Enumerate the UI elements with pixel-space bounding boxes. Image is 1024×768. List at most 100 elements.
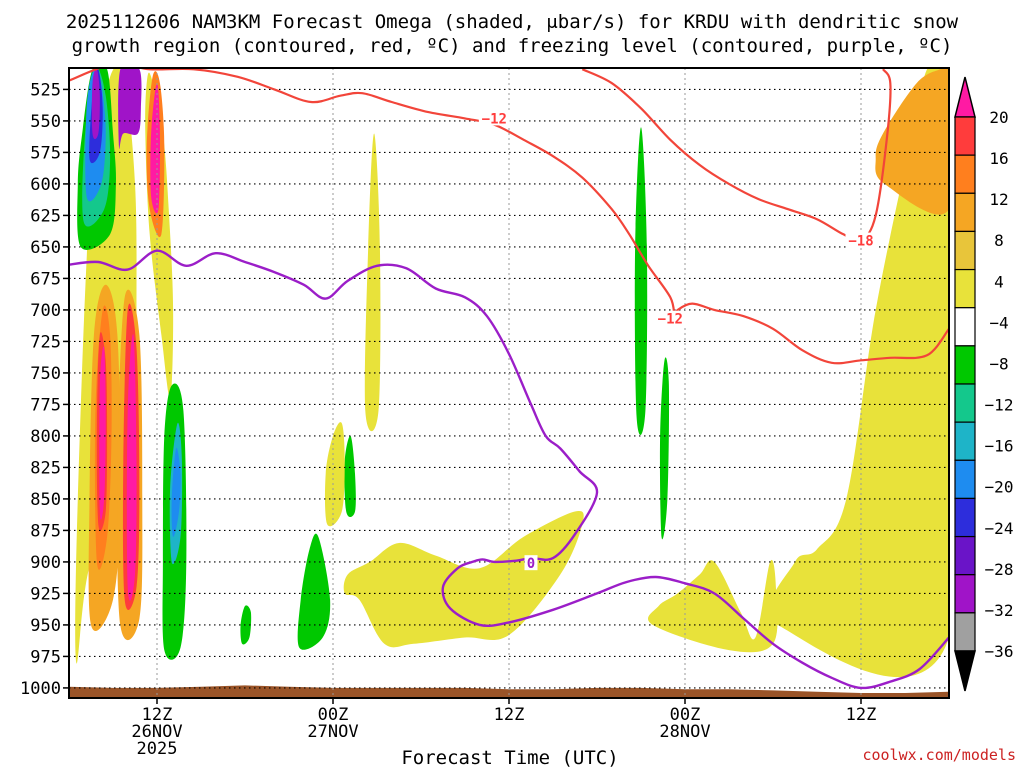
colorbar-segment-5	[954, 307, 976, 347]
colorbar-segment-11	[954, 535, 976, 576]
x-tick-label-6-2: 2025	[137, 739, 178, 759]
contour-label-2: −18	[848, 234, 873, 250]
y-tick-label-900: 900	[30, 553, 61, 573]
contour-label-bg-2	[845, 232, 877, 248]
y-tick-label-575: 575	[30, 143, 61, 163]
colorbar-label-6: −8	[989, 354, 1008, 373]
contour-label-0: −12	[482, 111, 507, 127]
colorbar-label-7: −12	[985, 396, 1014, 415]
colorbar-label-12: −32	[985, 601, 1014, 620]
omega-region-21	[297, 533, 331, 650]
y-tick-label-800: 800	[30, 427, 61, 447]
colorbar-label-0: 20	[989, 108, 1008, 127]
colorbar-segment-12	[954, 574, 976, 614]
x-axis-title: Forecast Time (UTC)	[401, 747, 618, 768]
y-tick-label-700: 700	[30, 301, 61, 321]
contour-label-layer: −12 −12 −18 0	[478, 110, 877, 572]
colorbar-segment-1	[954, 154, 976, 194]
chart-title-line2: growth region (contoured, red, ºC) and f…	[72, 35, 953, 57]
colorbar-segment-7	[954, 383, 976, 423]
omega-region-10	[150, 83, 161, 214]
colorbar-segment-0	[954, 116, 976, 156]
omega-region-24	[659, 357, 670, 540]
colorbar-top-arrow	[954, 76, 976, 118]
omega-region-25	[240, 605, 252, 645]
colorbar-label-9: −20	[985, 478, 1014, 497]
freezing-level-contour	[69, 249, 949, 690]
colorbar-bottom-arrow	[954, 650, 976, 692]
y-tick-label-750: 750	[30, 364, 61, 384]
omega-region-26	[343, 510, 584, 648]
y-tick-label-550: 550	[30, 112, 61, 132]
colorbar-segment-9	[954, 459, 976, 500]
y-tick-label-825: 825	[30, 458, 61, 478]
grid-layer	[69, 68, 949, 698]
colorbar: 20 16 12 8 4 −4 −8 −12 −16 −20 −24 −28 −32 −36	[954, 76, 1014, 692]
x-tick-label-18-1: 27NOV	[307, 722, 358, 742]
omega-region-20	[171, 447, 181, 537]
contour-layer	[69, 68, 949, 690]
colorbar-segment-3	[954, 230, 976, 271]
colorbar-segment-10	[954, 497, 976, 538]
colorbar-segment-8	[954, 421, 976, 461]
y-tick-label-850: 850	[30, 490, 61, 510]
y-tick-label-975: 975	[30, 647, 61, 667]
dgz-contour-minus12	[69, 68, 949, 365]
credit-text: coolwx.com/models	[862, 746, 1016, 764]
y-tick-label-725: 725	[30, 332, 61, 352]
surface-terrain	[69, 685, 949, 698]
colorbar-segment-2	[954, 192, 976, 233]
omega-region-28	[324, 422, 345, 527]
colorbar-segment-13	[954, 612, 976, 652]
y-tick-label-950: 950	[30, 616, 61, 636]
colorbar-segment-6	[954, 345, 976, 385]
omega-region-31	[875, 68, 949, 215]
contour-label-bg-0	[478, 110, 510, 126]
omega-region-30	[768, 68, 949, 677]
y-tick-label-600: 600	[30, 175, 61, 195]
colorbar-label-10: −24	[985, 519, 1014, 538]
colorbar-label-8: −16	[985, 437, 1014, 456]
x-tick-label-54-0: 12Z	[846, 705, 877, 725]
y-tick-label-650: 650	[30, 238, 61, 258]
x-tick-label-6-1: 26NOV	[131, 722, 182, 742]
x-tick-label-18-0: 00Z	[318, 705, 349, 725]
omega-region-27	[364, 133, 381, 432]
x-tick-label-42-1: 28NOV	[659, 722, 710, 742]
y-tick-label-625: 625	[30, 206, 61, 226]
omega-region-15	[91, 68, 100, 140]
colorbar-label-13: −36	[985, 642, 1014, 661]
x-tick-label-30-0: 12Z	[494, 705, 525, 725]
contour-label-1: −12	[658, 312, 683, 328]
omega-region-17	[118, 68, 142, 149]
x-tick-label-42-0: 00Z	[670, 705, 701, 725]
colorbar-label-11: −28	[985, 560, 1014, 579]
omega-region-8	[126, 334, 137, 601]
y-tick-label-925: 925	[30, 584, 61, 604]
y-tick-label-875: 875	[30, 521, 61, 541]
colorbar-segment-4	[954, 268, 976, 309]
contour-label-bg-3	[524, 555, 538, 571]
omega-shading-layer	[69, 68, 949, 698]
colorbar-label-2: 12	[989, 190, 1008, 209]
dgz-contour-minus18	[581, 68, 892, 243]
y-axis-ticks: 525 550 575 600 625 650 675 700 725 750 775 800 825 8…	[20, 80, 69, 699]
colorbar-label-4: 4	[994, 272, 1004, 291]
omega-region-5	[99, 346, 106, 520]
omega-region-22	[344, 435, 356, 518]
colorbar-label-3: 8	[994, 231, 1004, 250]
y-tick-label-675: 675	[30, 269, 61, 289]
colorbar-label-1: 16	[989, 149, 1008, 168]
chart-title-line1: 2025112606 NAM3KM Forecast Omega (shaded…	[66, 11, 959, 33]
omega-region-29	[648, 559, 778, 653]
x-tick-label-6-0: 12Z	[142, 705, 173, 725]
y-tick-label-525: 525	[30, 80, 61, 100]
omega-region-23	[634, 127, 648, 435]
colorbar-label-5: −4	[989, 313, 1008, 332]
y-tick-label-1000: 1000	[20, 679, 61, 699]
y-tick-label-775: 775	[30, 395, 61, 415]
contour-label-3: 0	[527, 556, 535, 572]
contour-label-bg-1	[654, 310, 686, 326]
